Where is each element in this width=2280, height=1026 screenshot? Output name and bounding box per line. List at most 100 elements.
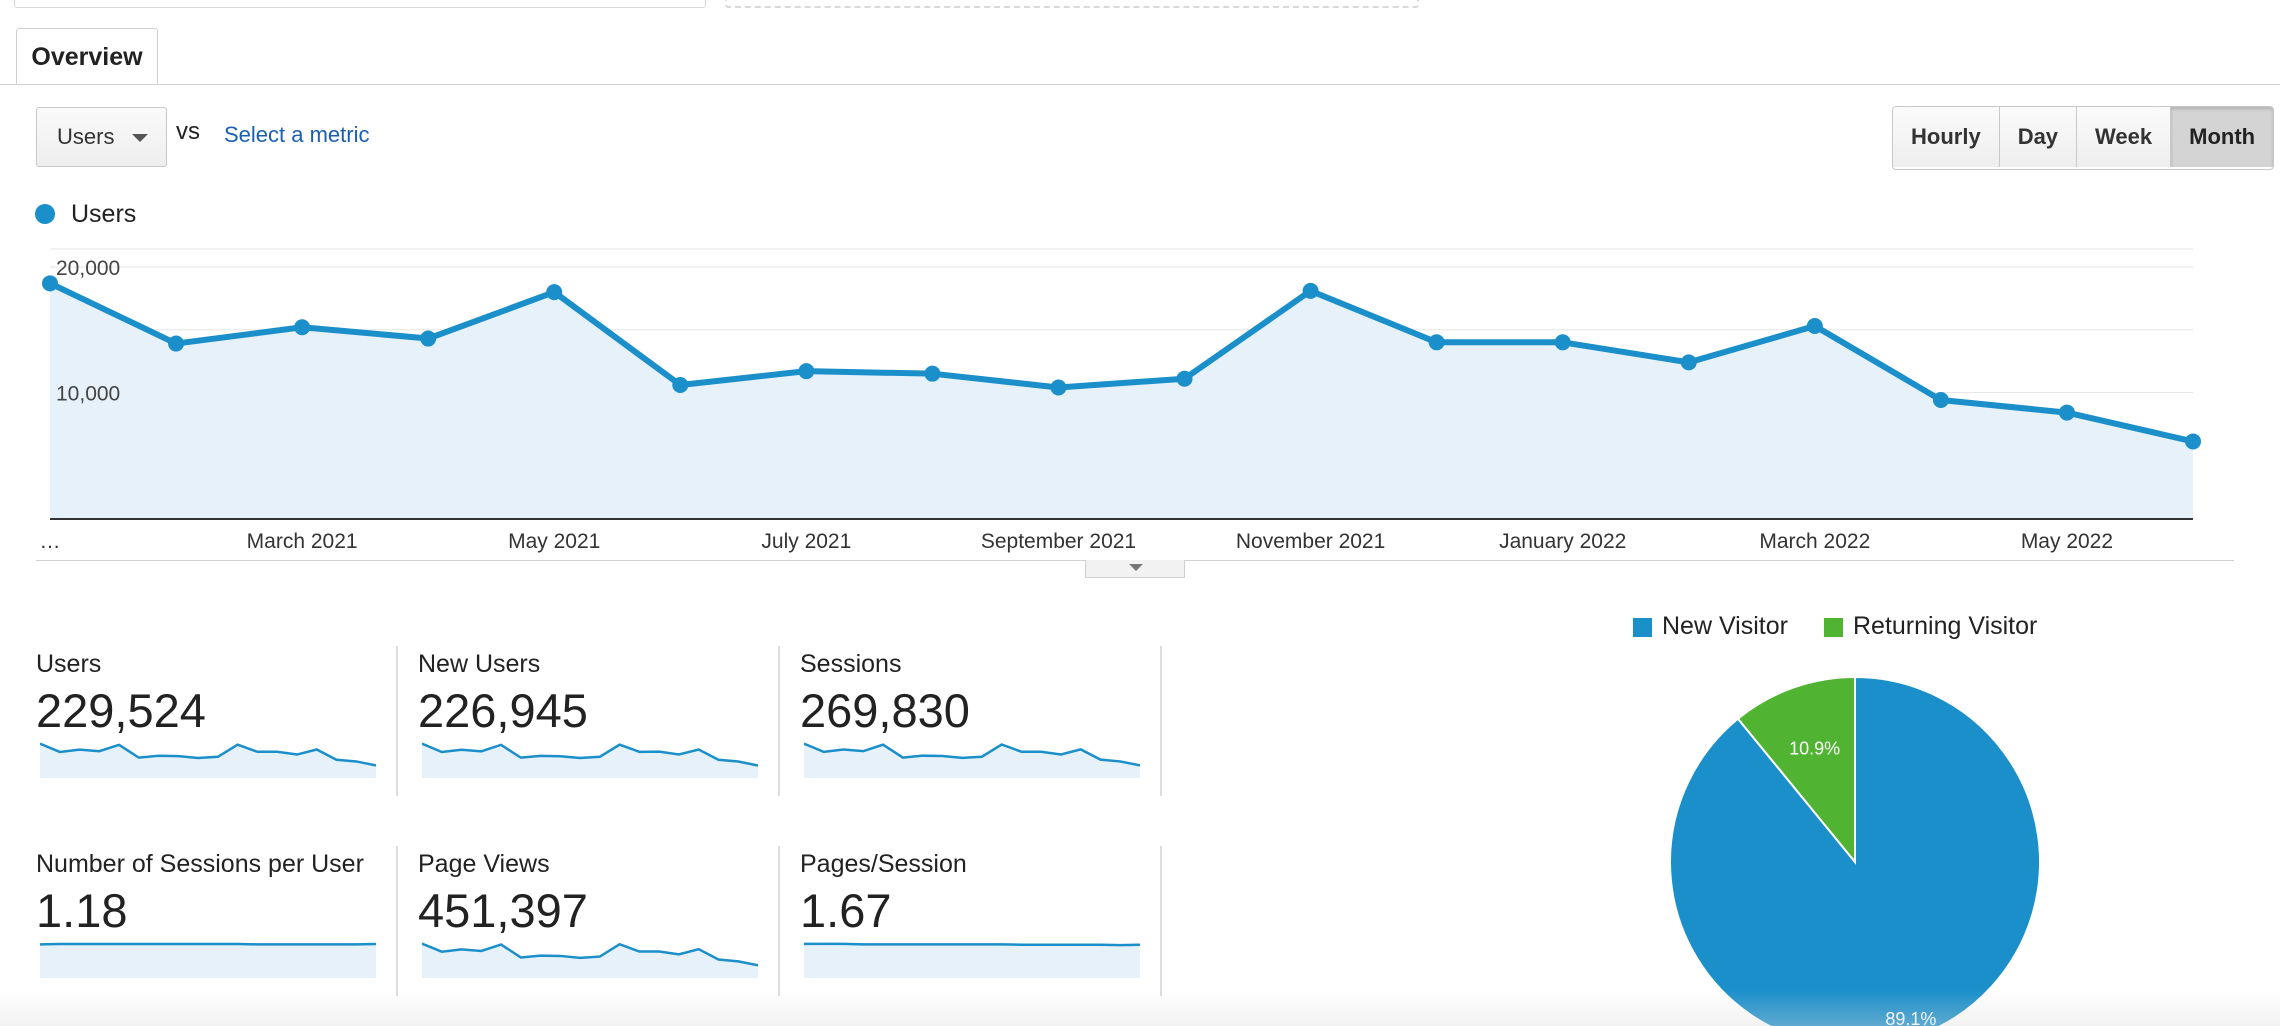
metric-value: 1.67 <box>800 884 892 937</box>
y-tick-label: 10,000 <box>56 383 120 406</box>
sparkline-line <box>804 942 1140 947</box>
pie-slice-label: 89.1% <box>1885 1009 1936 1026</box>
x-tick-label: March 2021 <box>247 530 358 553</box>
users-series-line <box>48 280 2194 445</box>
users-data-point <box>1050 379 1067 396</box>
period-hourly-button[interactable]: Hourly <box>1893 107 2000 167</box>
metric-value: 1.18 <box>36 884 128 937</box>
metric-select[interactable]: Users <box>36 107 167 167</box>
metric-tile[interactable]: Pages/Session 1.67 <box>800 850 1140 1000</box>
metric-sparkline <box>804 742 1140 778</box>
metric-value: 451,397 <box>418 884 588 937</box>
sparkline-area <box>40 943 376 978</box>
users-data-point <box>1176 370 1193 387</box>
users-data-point <box>2058 404 2075 421</box>
users-data-point <box>1554 334 1571 351</box>
pie-slice-label: 10.9% <box>1789 739 1840 759</box>
users-data-point <box>672 376 689 393</box>
metric-tile[interactable]: New Users 226,945 <box>418 650 758 800</box>
x-tick-label: January 2022 <box>1499 530 1626 553</box>
legend-new-visitor-swatch <box>1633 618 1652 637</box>
users-data-point <box>1680 354 1697 371</box>
metric-sparkline <box>422 742 758 778</box>
sparkline-area <box>422 743 758 778</box>
tile-separator <box>1160 846 1162 996</box>
sparkline-line <box>422 942 758 967</box>
x-tick-label: March 2022 <box>1759 530 1870 553</box>
x-tick-label: November 2021 <box>1236 530 1385 553</box>
metric-sparkline <box>40 742 376 778</box>
sparkline-line <box>422 742 758 767</box>
x-tick-label: September 2021 <box>981 530 1136 553</box>
metric-value: 226,945 <box>418 684 588 737</box>
legend-users-label: Users <box>71 200 137 228</box>
vs-label: vs <box>176 118 200 145</box>
legend-returning-visitor-swatch <box>1824 618 1843 637</box>
metric-label: Page Views <box>418 850 550 878</box>
users-data-point <box>2185 433 2201 450</box>
metric-label: Number of Sessions per User <box>36 850 364 878</box>
period-week-button[interactable]: Week <box>2077 107 2172 167</box>
metric-sparkline <box>804 942 1140 978</box>
metric-value: 229,524 <box>36 684 206 737</box>
sparkline-area <box>422 943 758 978</box>
period-day-button[interactable]: Day <box>1999 107 2078 167</box>
metric-label: New Users <box>418 650 541 678</box>
x-tick-label: May 2021 <box>508 530 600 553</box>
collapse-handle[interactable] <box>1085 560 1185 578</box>
users-data-point <box>420 330 437 347</box>
y-tick-label: 20,000 <box>56 257 120 280</box>
pie-slice-returning-visitor <box>1736 675 1856 865</box>
period-month-button[interactable]: Month <box>2171 107 2274 167</box>
legend-users-marker <box>35 204 55 224</box>
tile-separator <box>1160 646 1162 796</box>
tile-separator <box>778 846 780 996</box>
users-data-point <box>924 365 941 382</box>
users-line-chart: 20,000 10,000 … March 2021 May 2021 July 2021… <box>40 248 2201 553</box>
legend-new-visitor-label: New Visitor <box>1662 612 1788 640</box>
sparkline-area <box>40 743 376 778</box>
sparkline-area <box>804 743 1140 778</box>
users-data-point <box>294 319 311 336</box>
users-data-point <box>42 275 58 292</box>
users-data-point <box>546 284 563 301</box>
x-tick-label: … <box>40 530 61 553</box>
metric-value: 269,830 <box>800 684 970 737</box>
period-toggle: Hourly Day Week Month <box>1892 106 2275 170</box>
bottom-fade <box>0 990 2280 1026</box>
segment-input[interactable] <box>14 0 706 8</box>
chevron-down-icon <box>132 134 148 142</box>
sparkline-line <box>804 742 1140 767</box>
x-tick-label: July 2021 <box>761 530 851 553</box>
metric-sparkline <box>40 942 376 978</box>
users-data-point <box>1302 282 1319 299</box>
tile-separator <box>396 646 398 796</box>
metric-label: Sessions <box>800 650 902 678</box>
metric-tile[interactable]: Page Views 451,397 <box>418 850 758 1000</box>
visitor-type-pie-chart: 89.1% 10.9% <box>1669 675 2041 1026</box>
users-data-point <box>1428 334 1445 351</box>
x-tick-label: May 2022 <box>2021 530 2113 553</box>
users-data-point <box>1806 317 1823 334</box>
metric-tile[interactable]: Number of Sessions per User 1.18 <box>36 850 376 1000</box>
chevron-down-icon <box>1129 564 1143 571</box>
metric-select-value: Users <box>57 124 115 149</box>
tile-separator <box>778 646 780 796</box>
metric-tile[interactable]: Users 229,524 <box>36 650 376 800</box>
metric-sparkline <box>422 942 758 978</box>
add-segment-dropzone[interactable] <box>725 0 1419 8</box>
legend-returning-visitor-label: Returning Visitor <box>1853 612 2038 640</box>
tab-divider <box>0 84 2280 85</box>
metric-tile[interactable]: Sessions 269,830 <box>800 650 1140 800</box>
sparkline-area <box>804 943 1140 978</box>
users-area-fill <box>50 283 2193 518</box>
users-data-point <box>168 335 185 352</box>
metric-label: Users <box>36 650 102 678</box>
users-data-point <box>798 363 815 380</box>
tile-separator <box>396 846 398 996</box>
tab-overview[interactable]: Overview <box>16 28 158 84</box>
select-metric-link[interactable]: Select a metric <box>224 122 370 147</box>
users-data-point <box>1932 392 1949 409</box>
metric-label: Pages/Session <box>800 850 967 878</box>
sparkline-line <box>40 742 376 767</box>
